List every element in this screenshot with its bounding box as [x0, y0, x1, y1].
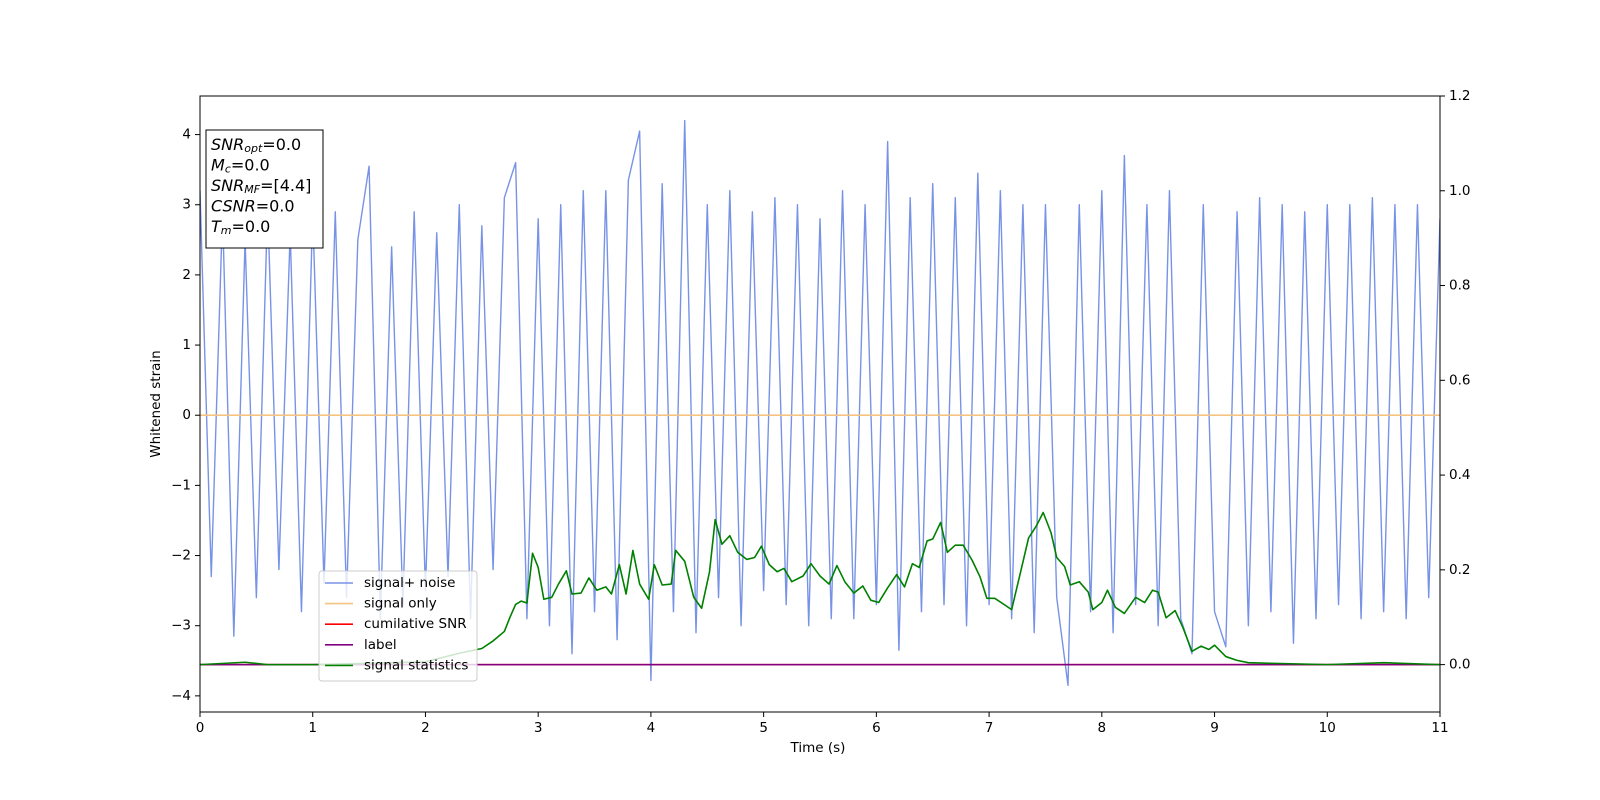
y-tick-label: 2	[182, 267, 191, 283]
x-tick-label: 7	[985, 720, 994, 736]
x-tick-label: 1	[308, 720, 317, 736]
y2-tick-label: 0.4	[1449, 467, 1470, 483]
annotation-box: SNRopt=0.0Mc=0.0SNRMF=[4.4]CSNR=0.0Tm=0.…	[205, 129, 324, 249]
annotation-line: Tm=0.0	[211, 217, 270, 238]
y-tick-label: 3	[182, 197, 191, 213]
annotation-subscript: MF	[244, 183, 260, 196]
x-tick-label: 5	[759, 720, 768, 736]
legend-frame	[318, 570, 478, 682]
y2-tick-label: 1.0	[1449, 183, 1470, 199]
y2-tick-label: 0.8	[1449, 278, 1470, 294]
annotation-line: SNRopt=0.0	[211, 135, 301, 156]
x-tick-label: 3	[534, 720, 543, 736]
y-tick-label: −4	[171, 688, 191, 704]
y-tick-label: 1	[182, 337, 191, 353]
series-line	[200, 511, 1440, 666]
annotation-value: =0.0	[262, 135, 301, 154]
annotation-value: =0.0	[256, 196, 295, 215]
annotation-symbol: SNR	[211, 176, 244, 195]
x-tick-label: 0	[196, 720, 205, 736]
annotation-line: CSNR=0.0	[211, 196, 295, 215]
annotation-subscript: opt	[244, 142, 263, 155]
y2-tick-label: 0.6	[1449, 372, 1470, 388]
x-tick-label: 4	[647, 720, 656, 736]
axes-frame	[199, 95, 1441, 713]
x-tick-label: 10	[1319, 720, 1336, 736]
annotation-value: =0.0	[232, 217, 271, 236]
legend-label: signal statistics	[364, 657, 468, 673]
y-tick-label: 4	[182, 127, 191, 143]
y2-tick-label: 0.2	[1449, 562, 1470, 578]
y-axis-label: Whitened strain	[148, 350, 164, 457]
legend-label: label	[364, 637, 397, 653]
annotation-subscript: m	[221, 224, 232, 237]
x-axis-label: Time (s)	[790, 740, 846, 756]
y-tick-label: −2	[171, 548, 191, 564]
annotation-line: Mc=0.0	[211, 155, 270, 176]
annotation-symbol: M	[211, 155, 225, 174]
x-tick-label: 8	[1098, 720, 1107, 736]
y-tick-label: −3	[171, 618, 191, 634]
annotation-value: =[4.4]	[260, 176, 311, 195]
y2-tick-label: 0.0	[1449, 657, 1470, 673]
legend-label: cumilative SNR	[364, 616, 467, 632]
legend: signal+ noise signal only cumilative SNR la…	[318, 570, 478, 682]
annotation-value: =0.0	[231, 155, 270, 174]
annotation-symbol: T	[211, 217, 222, 236]
annotation-symbol: SNR	[211, 135, 244, 154]
x-tick-label: 9	[1210, 720, 1219, 736]
y-tick-label: 0	[182, 407, 191, 423]
annotation-symbol: CSNR	[211, 196, 256, 215]
x-tick-label: 11	[1431, 720, 1448, 736]
y2-tick-label: 1.2	[1449, 88, 1470, 104]
legend-label: signal only	[364, 596, 437, 612]
legend-label: signal+ noise	[364, 575, 455, 591]
annotation-subscript: c	[225, 163, 231, 176]
series-line	[200, 119, 1440, 687]
y-tick-label: −1	[171, 477, 191, 493]
x-tick-label: 6	[872, 720, 881, 736]
annotation-frame	[205, 129, 324, 249]
x-tick-label: 2	[421, 720, 430, 736]
annotation-line: SNRMF=[4.4]	[211, 176, 311, 197]
